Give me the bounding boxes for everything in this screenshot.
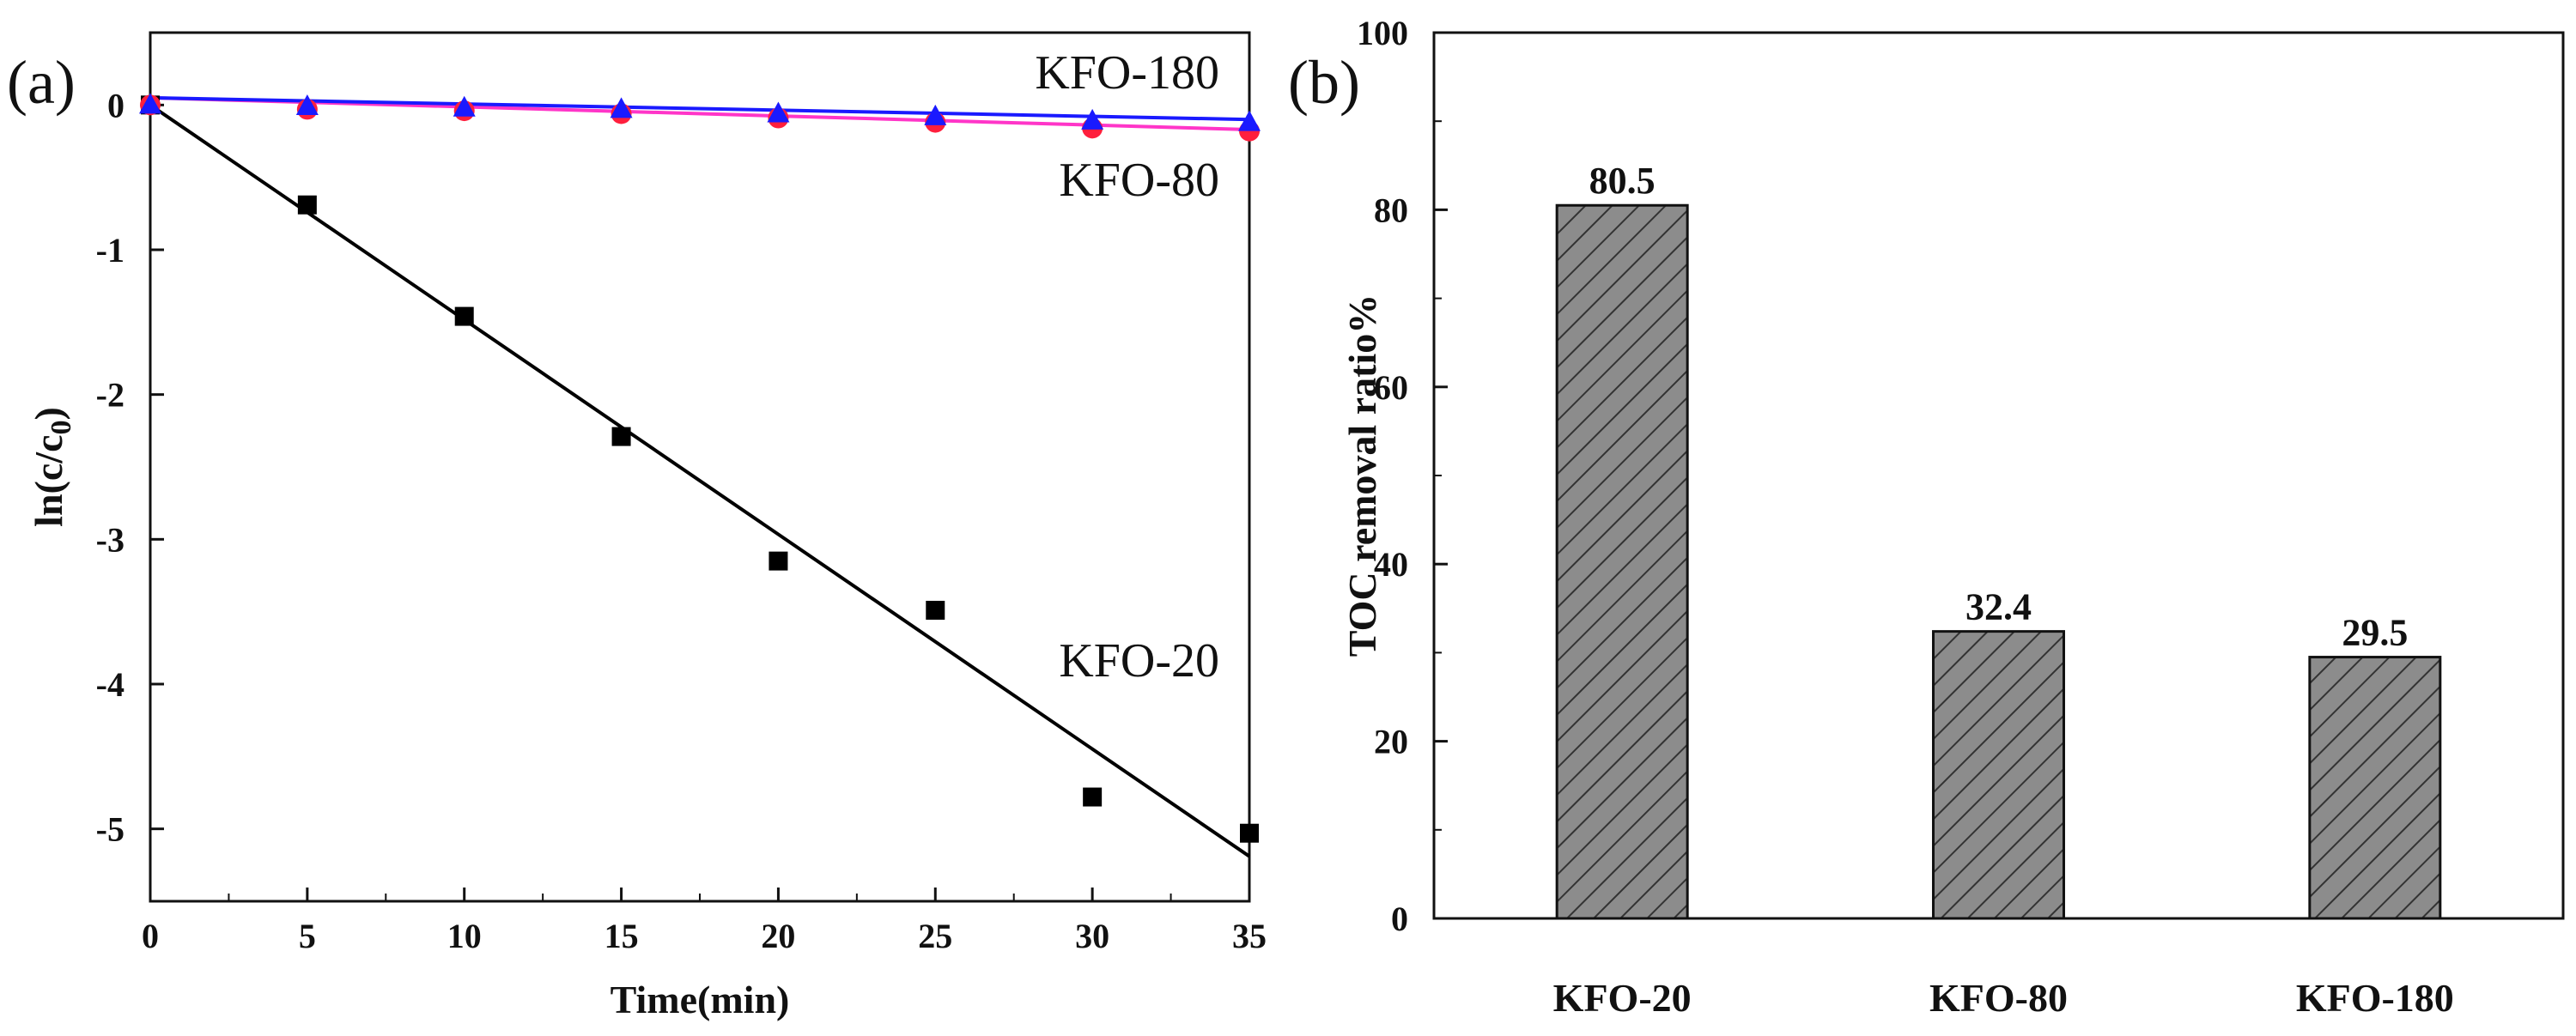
panel-b-bars: 80.5 KFO-20 32.4 KFO-80 29.5 KFO-180 <box>1553 160 2454 1020</box>
data-point-kfo-180 <box>924 104 947 125</box>
y-tick-label: -4 <box>96 665 125 704</box>
data-point-kfo-20 <box>454 306 474 326</box>
data-point-kfo-180 <box>295 94 319 116</box>
bar-kfo-80 <box>1932 630 2065 920</box>
panel-a-data-points <box>139 93 1261 843</box>
data-point-kfo-180 <box>1238 110 1261 131</box>
data-point-kfo-20 <box>611 427 631 446</box>
y-tick-label: -1 <box>96 231 125 270</box>
data-point-kfo-180 <box>610 97 633 118</box>
bar-value-label-kfo-20: 80.5 <box>1589 160 1656 202</box>
bar-value-label-kfo-180: 29.5 <box>2342 612 2408 654</box>
panel-b-toc-bar-chart: (b) 0 20 40 60 80 100 80.5 KFO-20 32.4 KFO-80 29.… <box>1288 14 2565 1020</box>
fit-line-kfo-180 <box>149 95 1250 122</box>
panel-a-y-axis-title-main: ln(c/c <box>27 435 70 527</box>
y-tick-label: 20 <box>1374 723 1408 761</box>
x-tick-label: 5 <box>299 917 316 955</box>
series-label-kfo-180: KFO-180 <box>1035 46 1219 100</box>
fit-line-kfo-20 <box>149 103 1251 858</box>
panel-a-fit-lines <box>149 95 1251 858</box>
data-point-kfo-20 <box>1240 823 1259 843</box>
x-tick-label: 30 <box>1075 917 1109 955</box>
x-tick-label: 25 <box>918 917 952 955</box>
y-tick-label: 60 <box>1374 368 1408 407</box>
y-tick-label: 0 <box>1391 900 1408 938</box>
y-tick-label: -5 <box>96 810 125 849</box>
panel-a-y-axis-title-close: ) <box>27 407 70 420</box>
panel-a-kinetics-plot: (a) 0 5 10 15 20 25 30 35 0 -1 -2 -3 -4 -5 KFO-180 KF… <box>7 31 1267 1021</box>
panel-b-label: (b) <box>1288 48 1360 117</box>
category-label-kfo-80: KFO-80 <box>1929 976 2068 1020</box>
y-tick-label: 80 <box>1374 191 1408 229</box>
data-point-kfo-180 <box>453 95 476 117</box>
data-point-kfo-180 <box>139 93 161 114</box>
bar-kfo-180 <box>2308 656 2442 920</box>
bar-value-label-kfo-80: 32.4 <box>1965 586 2032 628</box>
series-label-kfo-80: KFO-80 <box>1059 154 1219 207</box>
panel-a-ticks: 0 5 10 15 20 25 30 35 0 -1 -2 -3 -4 -5 <box>96 86 1267 955</box>
category-label-kfo-20: KFO-20 <box>1553 976 1692 1020</box>
bar-kfo-20 <box>1555 203 1689 920</box>
series-label-kfo-20: KFO-20 <box>1059 634 1219 688</box>
y-tick-label: -2 <box>96 376 125 415</box>
data-point-kfo-180 <box>767 101 790 123</box>
data-point-kfo-20 <box>297 195 317 215</box>
y-tick-label: -3 <box>96 520 125 559</box>
y-tick-label: 100 <box>1357 14 1408 52</box>
data-point-kfo-180 <box>1081 108 1104 130</box>
y-tick-label: 40 <box>1374 545 1408 584</box>
category-label-kfo-180: KFO-180 <box>2296 976 2454 1020</box>
x-tick-label: 15 <box>605 917 639 955</box>
x-tick-label: 35 <box>1232 917 1267 955</box>
panel-a-y-axis-title-sub: 0 <box>46 421 77 435</box>
panel-b-y-axis-title: TOC removal ratio% <box>1340 294 1384 657</box>
y-tick-label: 0 <box>107 86 125 124</box>
data-point-kfo-20 <box>926 600 945 620</box>
panel-b-ticks: 0 20 40 60 80 100 <box>1357 14 2377 938</box>
data-point-kfo-20 <box>769 551 788 571</box>
panel-a-x-axis-title: Time(min) <box>611 978 790 1021</box>
panel-a-y-axis-title: ln(c/c0) <box>27 407 77 527</box>
x-tick-label: 20 <box>761 917 795 955</box>
panel-a-label: (a) <box>7 48 76 117</box>
x-tick-label: 10 <box>447 917 482 955</box>
x-tick-label: 0 <box>142 917 159 955</box>
data-point-kfo-20 <box>1083 787 1103 807</box>
